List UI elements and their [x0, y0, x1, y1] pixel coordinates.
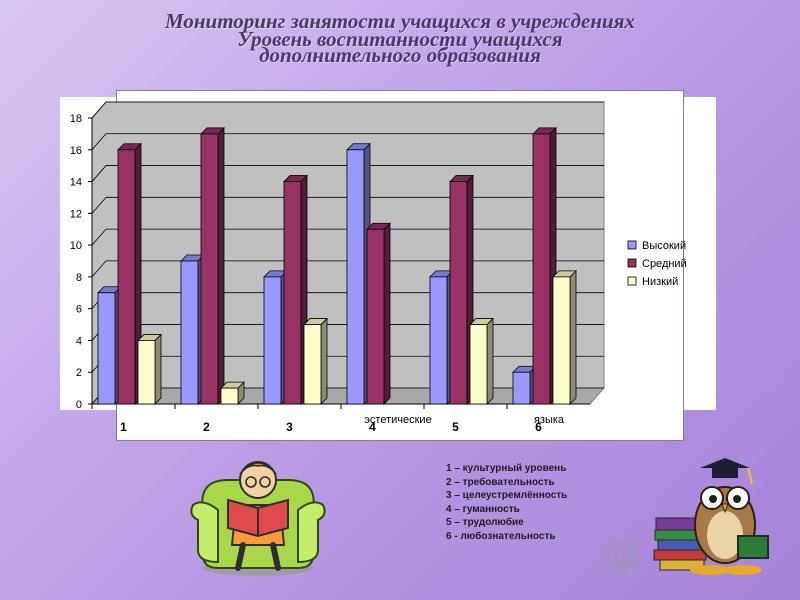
note-2: 2 – требовательность — [446, 476, 555, 488]
bar — [97, 292, 116, 405]
bar — [532, 133, 551, 405]
y-tick-label: 4 — [76, 335, 82, 347]
bar — [117, 149, 136, 405]
x-category-label: 3 — [286, 420, 293, 434]
note-5: 5 – трудолюбие — [446, 517, 524, 528]
bar — [180, 260, 199, 405]
bar-side — [217, 126, 225, 405]
gridline-side — [91, 260, 107, 278]
slide-title-line-1: Мониторинг занятости учащихся в учрежден… — [165, 9, 635, 33]
y-tick-label: 0 — [76, 399, 82, 411]
x-category-label: 4 — [369, 420, 376, 434]
bar — [263, 276, 282, 405]
gridline-side — [91, 197, 107, 214]
background-label-remnant: языка — [534, 414, 565, 426]
note-3: 3 – целеустремлённость — [446, 490, 568, 501]
gridline-side — [91, 228, 107, 246]
x-category-label: 1 — [120, 420, 127, 434]
bar — [346, 149, 365, 405]
legend-label: Высокий — [642, 240, 686, 252]
legend-label: Средний — [642, 258, 687, 270]
y-tick-label: 6 — [76, 304, 82, 316]
bar — [552, 276, 571, 405]
bar — [137, 340, 156, 405]
legend-swatch — [627, 276, 637, 286]
bar-side — [486, 317, 494, 405]
category-notes: 1 – культурный уровень 2 – требовательно… — [446, 462, 567, 543]
note-1: 1 – культурный уровень — [446, 463, 567, 474]
x-category-label: 6 — [535, 420, 542, 434]
bar — [512, 371, 531, 405]
bar-side — [154, 333, 162, 405]
y-tick-label: 8 — [76, 272, 82, 284]
legend-swatch — [627, 240, 637, 250]
legend-swatch — [627, 258, 637, 268]
y-tick-label: 10 — [70, 240, 82, 252]
bar — [200, 133, 219, 405]
y-tick-label: 12 — [70, 208, 82, 220]
gridline-side — [91, 101, 107, 119]
y-tick-label: 16 — [70, 145, 82, 157]
bar-side — [383, 222, 391, 405]
bar — [429, 276, 448, 405]
x-category-label: 5 — [452, 420, 459, 434]
bar — [303, 324, 322, 405]
note-4: 4 – гуманность — [446, 503, 520, 515]
y-tick-label: 18 — [70, 113, 82, 125]
y-tick-label: 14 — [70, 177, 82, 189]
background-label-remnant: эстетические — [364, 414, 431, 426]
x-category-label: 2 — [203, 420, 210, 434]
bar-side — [569, 269, 577, 405]
bar — [449, 181, 468, 405]
gridline-side — [91, 165, 107, 182]
bar-side — [320, 317, 328, 405]
bar — [220, 387, 239, 405]
slide-title-line-3: дополнительного образования — [259, 43, 541, 67]
bar — [283, 181, 302, 405]
slide-title-line-2: Уровень воспитанности учащихся — [237, 27, 563, 51]
bar — [469, 324, 488, 405]
y-tick-label: 2 — [76, 367, 82, 379]
bar — [366, 228, 385, 405]
gridline-side — [91, 133, 107, 151]
owl-with-books-icon — [653, 458, 769, 575]
legend-label: Низкий — [642, 276, 678, 288]
presentation-watermark-icon — [606, 542, 638, 577]
note-6: 6 - любознательность — [446, 530, 556, 542]
reading-person-in-armchair-icon — [190, 461, 326, 576]
